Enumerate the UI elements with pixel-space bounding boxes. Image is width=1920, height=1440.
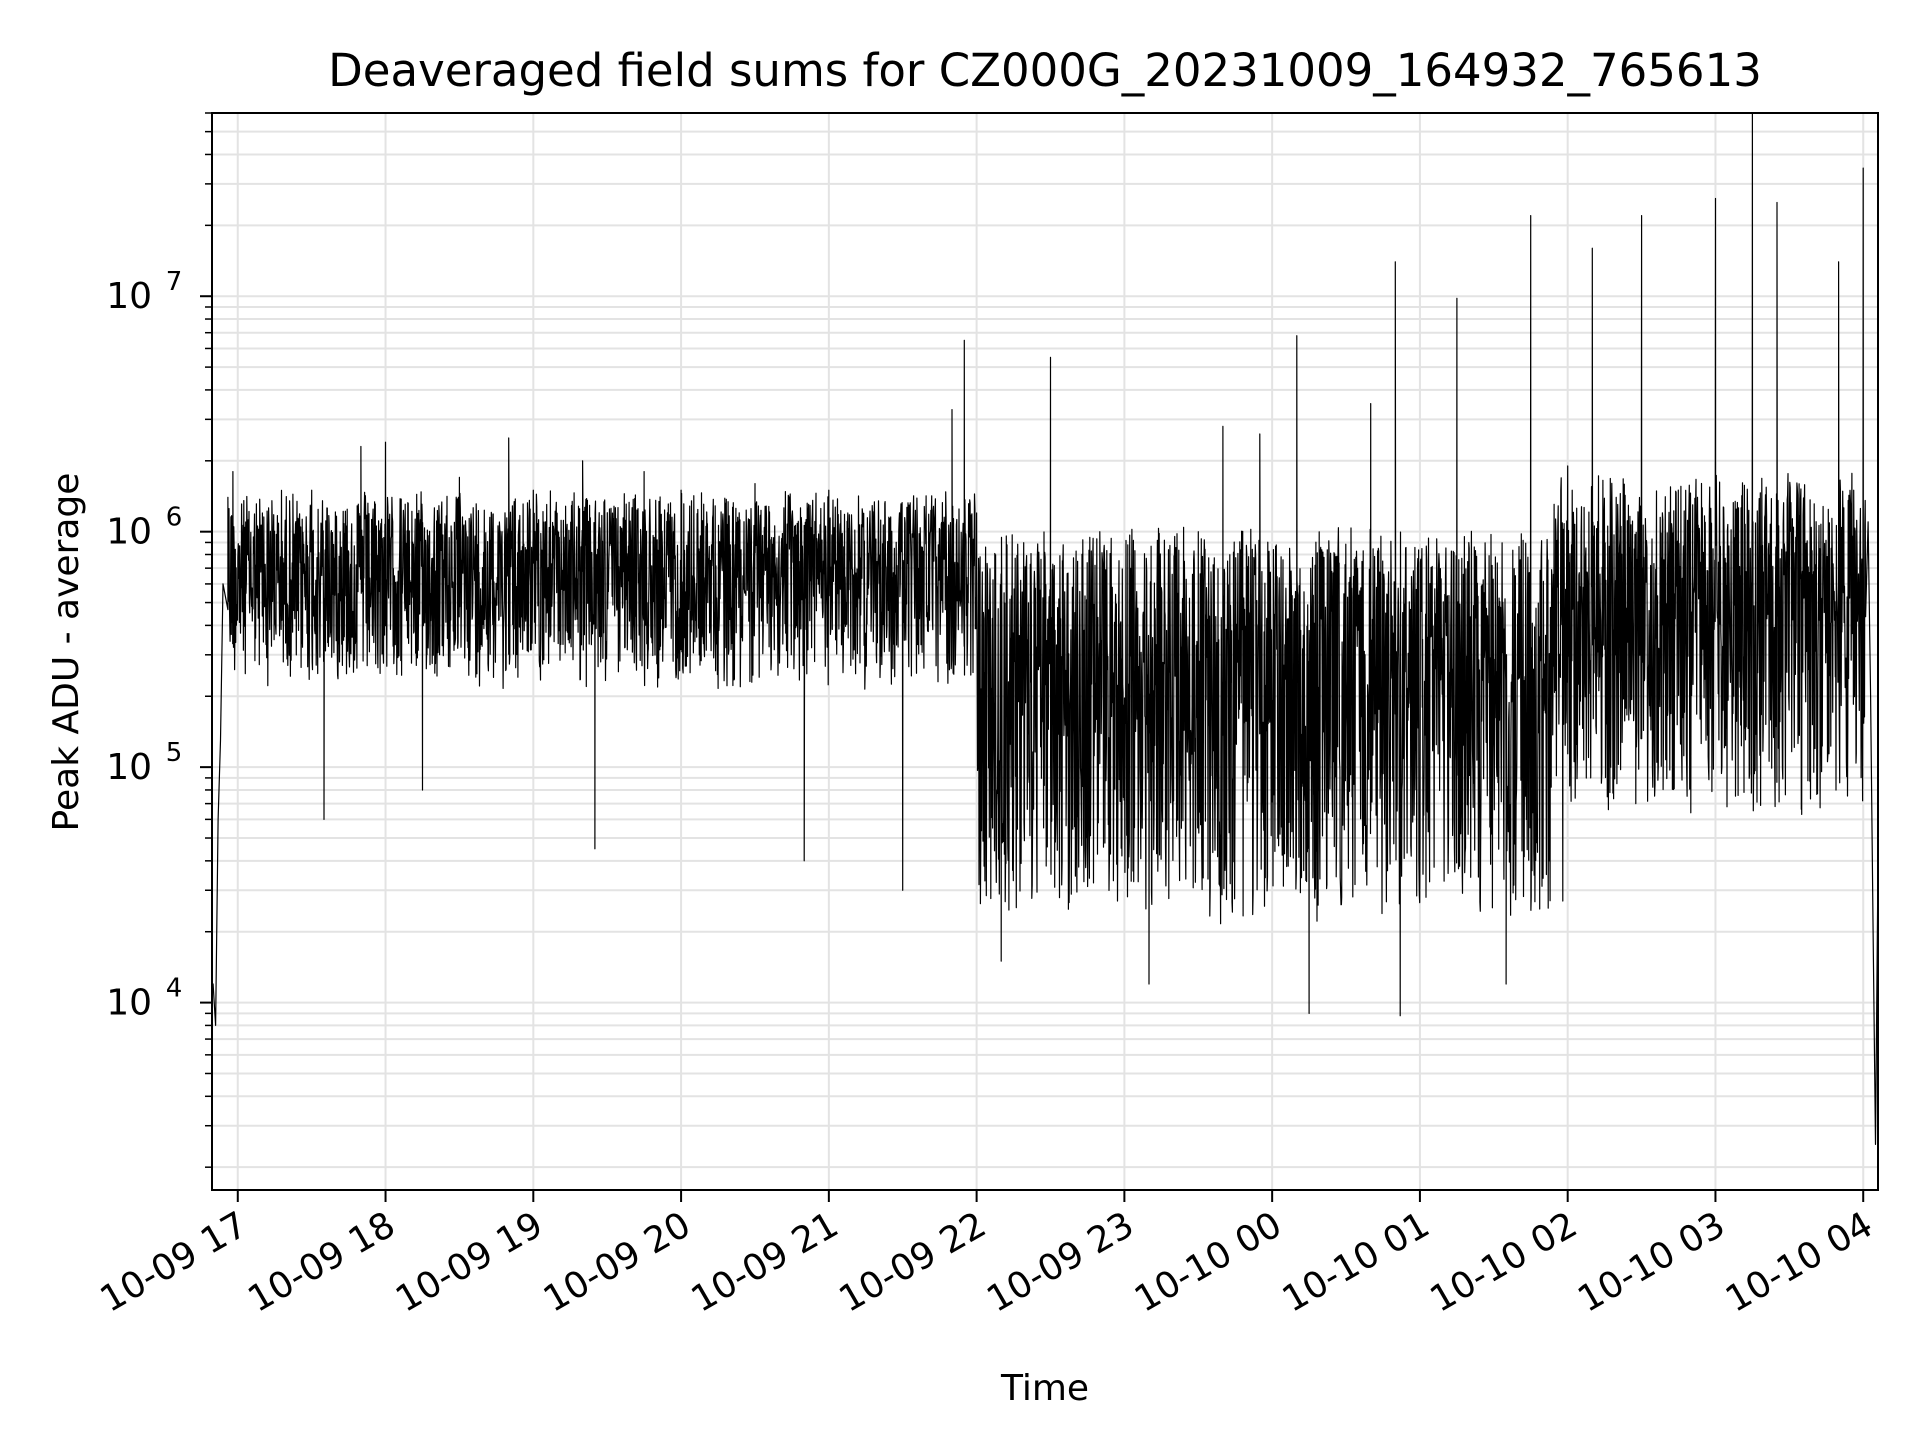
y-axis-label: Peak ADU - average <box>46 473 87 832</box>
y-axis: 10 4 10 5 10 6 10 7 <box>106 112 212 1168</box>
y-tick-exponent: 6 <box>166 503 183 533</box>
y-tick-exponent: 5 <box>166 738 183 768</box>
series-line <box>212 113 1878 1145</box>
y-tick-label: 10 <box>106 512 152 553</box>
chart-title: Deaveraged field sums for CZ000G_2023100… <box>328 44 1762 97</box>
y-tick-exponent: 7 <box>166 267 183 297</box>
plot-area <box>212 113 1878 1145</box>
y-tick-exponent: 4 <box>166 974 183 1004</box>
y-tick-label: 10 <box>106 747 152 788</box>
y-tick-label: 10 <box>106 276 152 317</box>
y-tick-label: 10 <box>106 983 152 1024</box>
x-axis-label: Time <box>1000 1368 1089 1409</box>
plot-frame <box>211 112 1879 1191</box>
